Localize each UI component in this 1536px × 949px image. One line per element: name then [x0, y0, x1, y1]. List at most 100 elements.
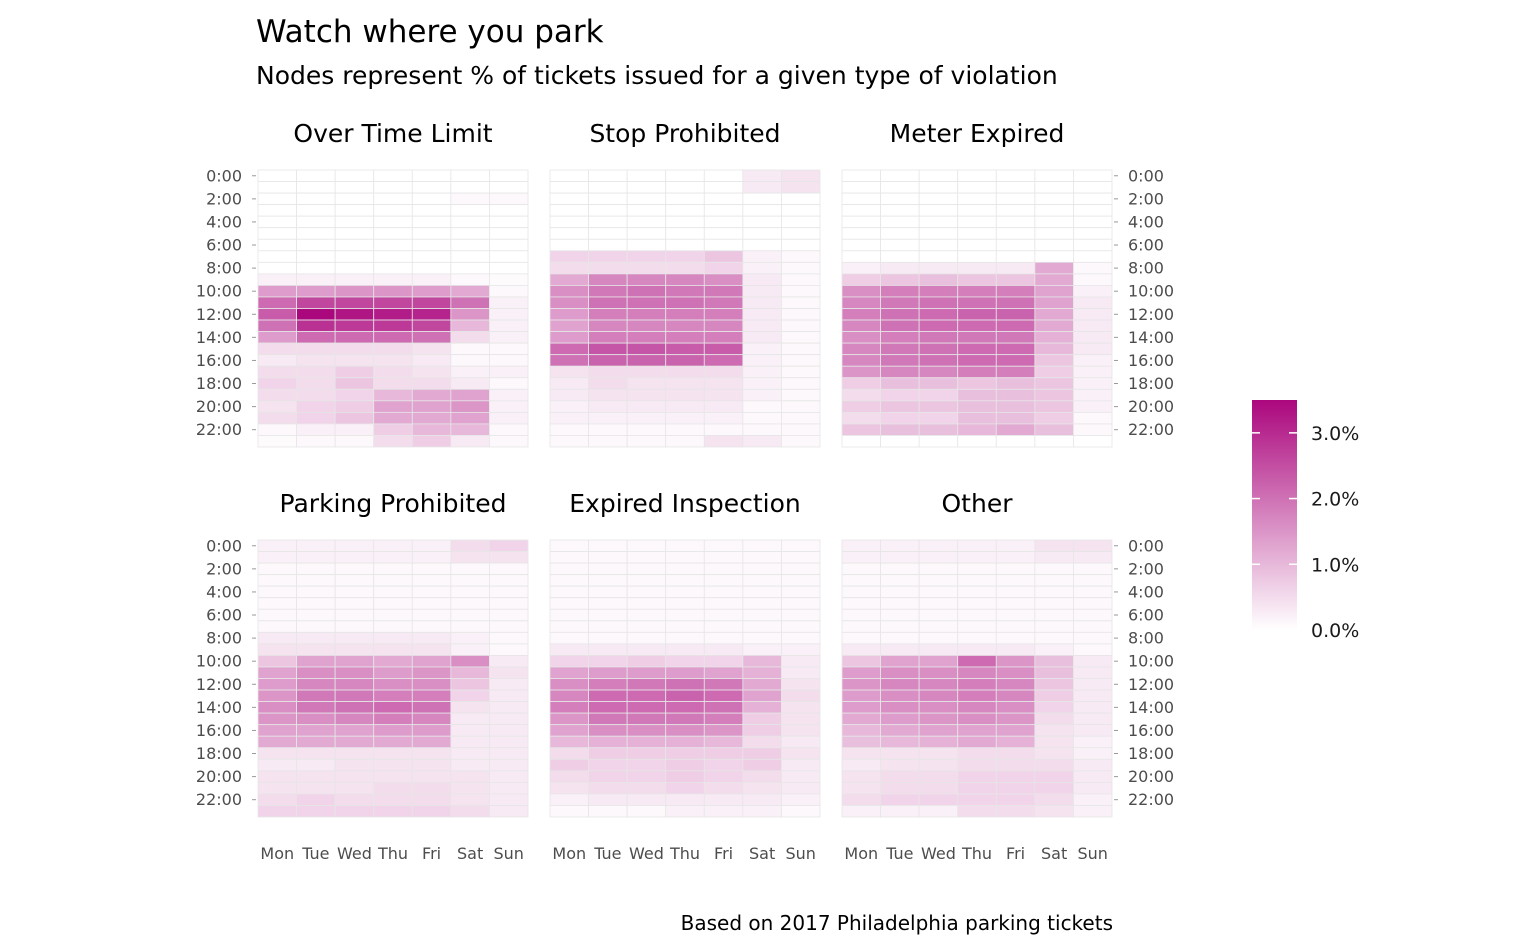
- heatmap-cell: [703, 377, 744, 390]
- heatmap-cell: [296, 204, 336, 217]
- heatmap-cell: [781, 758, 821, 772]
- heatmap-cell: [1073, 250, 1113, 263]
- heatmap-cell: [841, 793, 881, 806]
- heatmap-cell: [995, 735, 1036, 749]
- heatmap-cell: [665, 238, 705, 252]
- heatmap-cell: [841, 308, 881, 321]
- heatmap-cell: [995, 319, 1036, 332]
- heatmap-cell: [334, 805, 375, 818]
- heatmap-cell: [334, 331, 375, 344]
- heatmap-cell: [1034, 169, 1074, 182]
- heatmap-cell: [1073, 585, 1113, 599]
- heatmap-cell: [1073, 296, 1113, 309]
- heatmap-cell: [742, 423, 782, 436]
- heatmap-cell: [588, 678, 628, 691]
- heatmap-cell: [918, 793, 959, 806]
- heatmap-cell: [1034, 261, 1074, 275]
- x-tick-label: Sat: [749, 844, 775, 863]
- heatmap-cell: [1073, 388, 1113, 402]
- heatmap-cell: [742, 758, 782, 772]
- heatmap-cell: [588, 793, 628, 806]
- heatmap-cell: [841, 574, 881, 587]
- heatmap-cell: [257, 689, 297, 702]
- heatmap-cell: [781, 643, 821, 656]
- heatmap-cell: [703, 411, 744, 425]
- heatmap-cell: [626, 250, 667, 263]
- heatmap-cell: [334, 701, 375, 714]
- heatmap-cell: [995, 423, 1036, 436]
- heatmap-cell: [626, 319, 667, 332]
- heatmap-cell: [665, 388, 705, 402]
- heatmap-cell: [703, 169, 744, 182]
- heatmap-cell: [742, 273, 782, 286]
- heatmap-cell: [257, 250, 297, 263]
- heatmap-cell: [880, 655, 920, 668]
- heatmap-cell: [918, 631, 959, 645]
- heatmap-cell: [489, 701, 529, 714]
- heatmap-cell: [880, 377, 920, 390]
- heatmap-cell: [588, 735, 628, 749]
- heatmap-cell: [588, 608, 628, 622]
- heatmap-cell: [1073, 365, 1113, 379]
- y-tick-label: 18:00: [1128, 374, 1174, 393]
- heatmap-cell: [841, 678, 881, 691]
- y-tick-label: 10:00: [196, 282, 242, 301]
- heatmap-cell: [373, 597, 413, 610]
- heatmap-cell: [588, 435, 628, 448]
- heatmap-cell: [918, 319, 959, 332]
- heatmap-cell: [549, 169, 589, 182]
- heatmap-cell: [296, 273, 336, 286]
- heatmap-cell: [334, 354, 375, 367]
- heatmap-cell: [957, 805, 997, 818]
- heatmap-cell: [450, 204, 490, 217]
- heatmap-cell: [450, 365, 490, 379]
- heatmap-cell: [334, 400, 375, 413]
- heatmap-cell: [588, 342, 628, 356]
- heatmap-cell: [549, 574, 589, 587]
- heatmap-cell: [1073, 238, 1113, 252]
- heatmap-cell: [841, 331, 881, 344]
- heatmap-cell: [489, 215, 529, 229]
- heatmap-cell: [1034, 678, 1074, 691]
- heatmap-cell: [1034, 423, 1074, 436]
- y-tick-label: 6:00: [206, 606, 242, 625]
- heatmap-cell: [257, 562, 297, 576]
- heatmap-cell: [411, 597, 452, 610]
- heatmap-cell: [588, 620, 628, 633]
- heatmap-cell: [373, 192, 413, 206]
- heatmap-cell: [450, 585, 490, 599]
- y-tick-label: 6:00: [206, 236, 242, 255]
- heatmap-cell: [703, 562, 744, 576]
- heatmap-cell: [665, 411, 705, 425]
- heatmap-cell: [665, 423, 705, 436]
- heatmap-cell: [1034, 608, 1074, 622]
- heatmap-cell: [489, 388, 529, 402]
- heatmap-cell: [549, 308, 589, 321]
- heatmap-cell: [957, 551, 997, 564]
- heatmap-cell: [411, 273, 452, 286]
- heatmap-cell: [626, 724, 667, 737]
- heatmap-cell: [411, 227, 452, 240]
- heatmap-cell: [841, 781, 881, 795]
- heatmap-cell: [1034, 181, 1074, 194]
- heatmap-cell: [588, 273, 628, 286]
- heatmap-cell: [880, 585, 920, 599]
- heatmap-cell: [489, 238, 529, 252]
- heatmap-cell: [957, 655, 997, 668]
- heatmap-cell: [703, 724, 744, 737]
- facet-panel: Stop Prohibited: [549, 119, 821, 448]
- heatmap-cell: [781, 793, 821, 806]
- heatmap-cell: [665, 781, 705, 795]
- heatmap-cell: [742, 689, 782, 702]
- heatmap-cell: [411, 192, 452, 206]
- heatmap-cell: [296, 747, 336, 760]
- heatmap-cell: [334, 319, 375, 332]
- chart-title: Watch where you park: [256, 14, 604, 50]
- heatmap-cell: [957, 793, 997, 806]
- heatmap-cell: [373, 169, 413, 182]
- heatmap-cell: [880, 181, 920, 194]
- heatmap-cell: [588, 227, 628, 240]
- heatmap-cell: [489, 319, 529, 332]
- heatmap-cell: [742, 365, 782, 379]
- heatmap-cell: [880, 666, 920, 679]
